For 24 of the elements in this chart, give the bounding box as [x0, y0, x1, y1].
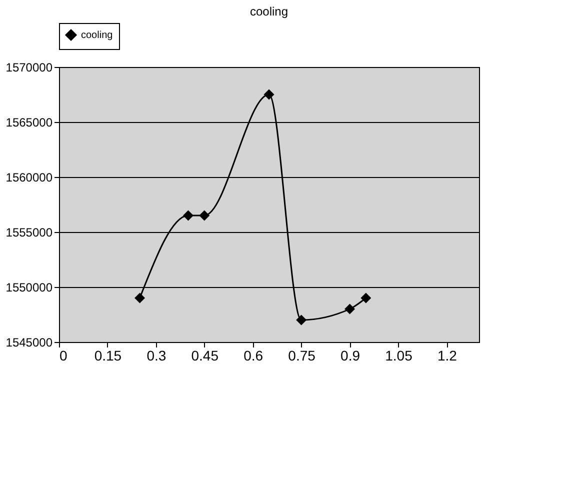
chart-title: cooling [250, 4, 288, 18]
y-tick-label: 1550000 [6, 280, 53, 294]
y-tick-label: 1555000 [6, 226, 53, 240]
x-tick-label: 0.3 [146, 348, 166, 364]
x-tick-label: 0 [60, 348, 68, 364]
point [360, 292, 372, 304]
point [296, 314, 307, 326]
point [134, 292, 146, 304]
y-tick-label: 1560000 [6, 170, 53, 184]
x-tick-label: 0.9 [340, 348, 360, 364]
point [344, 304, 356, 314]
y-tick-label: 1565000 [6, 116, 53, 130]
x-tick-label: 1.05 [385, 348, 413, 364]
point [264, 89, 274, 100]
x-tick-label: 0.6 [244, 348, 264, 364]
point [199, 210, 210, 221]
point [182, 210, 194, 221]
x-tick-label: 0.45 [191, 348, 219, 364]
y-tick-label: 1545000 [6, 336, 53, 350]
y-tick-label: 1570000 [6, 60, 53, 74]
legend-label: cooling [81, 30, 113, 41]
x-tick-label: 1.2 [437, 348, 458, 364]
x-tick-label: 0.75 [288, 348, 316, 364]
x-tick-label: 0.15 [94, 348, 122, 364]
